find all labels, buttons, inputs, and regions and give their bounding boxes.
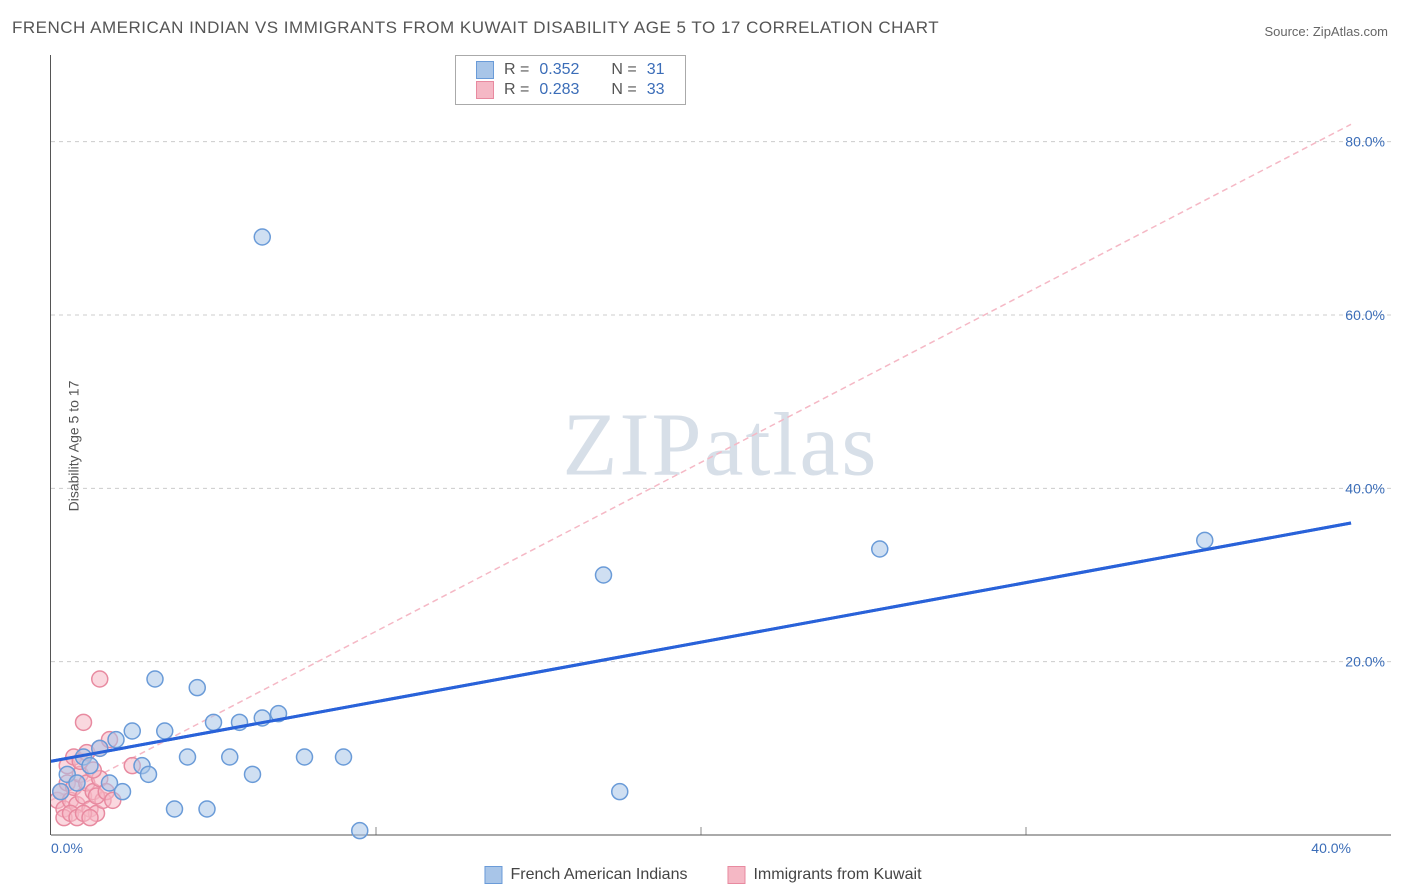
legend-item: French American Indians <box>484 866 687 884</box>
n-label: N = <box>611 61 636 79</box>
n-value: 33 <box>647 81 665 99</box>
legend-bottom: French American Indians Immigrants from … <box>484 866 921 884</box>
stats-row: R = 0.283 N = 33 <box>476 80 665 100</box>
r-label: R = <box>504 61 529 79</box>
svg-text:80.0%: 80.0% <box>1345 134 1385 150</box>
plot-area: ZIPatlas 20.0%40.0%60.0%80.0%0.0%40.0% <box>50 55 1390 835</box>
stats-row: R = 0.352 N = 31 <box>476 60 665 80</box>
legend-label: French American Indians <box>510 866 687 884</box>
stats-legend-box: R = 0.352 N = 31 R = 0.283 N = 33 <box>455 55 686 105</box>
swatch-icon <box>476 61 494 79</box>
svg-text:40.0%: 40.0% <box>1345 480 1385 496</box>
swatch-icon <box>484 866 502 884</box>
r-value: 0.352 <box>539 61 579 79</box>
swatch-icon <box>476 81 494 99</box>
scatter-plot-svg: 20.0% 40.0% 60.0% 80.0% 0.0% 40.0% <box>51 55 1391 855</box>
r-value: 0.283 <box>539 81 579 99</box>
source-attribution: Source: ZipAtlas.com <box>1264 24 1388 39</box>
swatch-icon <box>727 866 745 884</box>
svg-text:0.0%: 0.0% <box>51 840 83 855</box>
n-value: 31 <box>647 61 665 79</box>
svg-text:20.0%: 20.0% <box>1345 654 1385 670</box>
r-label: R = <box>504 81 529 99</box>
svg-text:60.0%: 60.0% <box>1345 307 1385 323</box>
svg-text:40.0%: 40.0% <box>1311 840 1351 855</box>
chart-title: FRENCH AMERICAN INDIAN VS IMMIGRANTS FRO… <box>12 18 939 38</box>
n-label: N = <box>611 81 636 99</box>
legend-label: Immigrants from Kuwait <box>753 866 921 884</box>
legend-item: Immigrants from Kuwait <box>727 866 921 884</box>
